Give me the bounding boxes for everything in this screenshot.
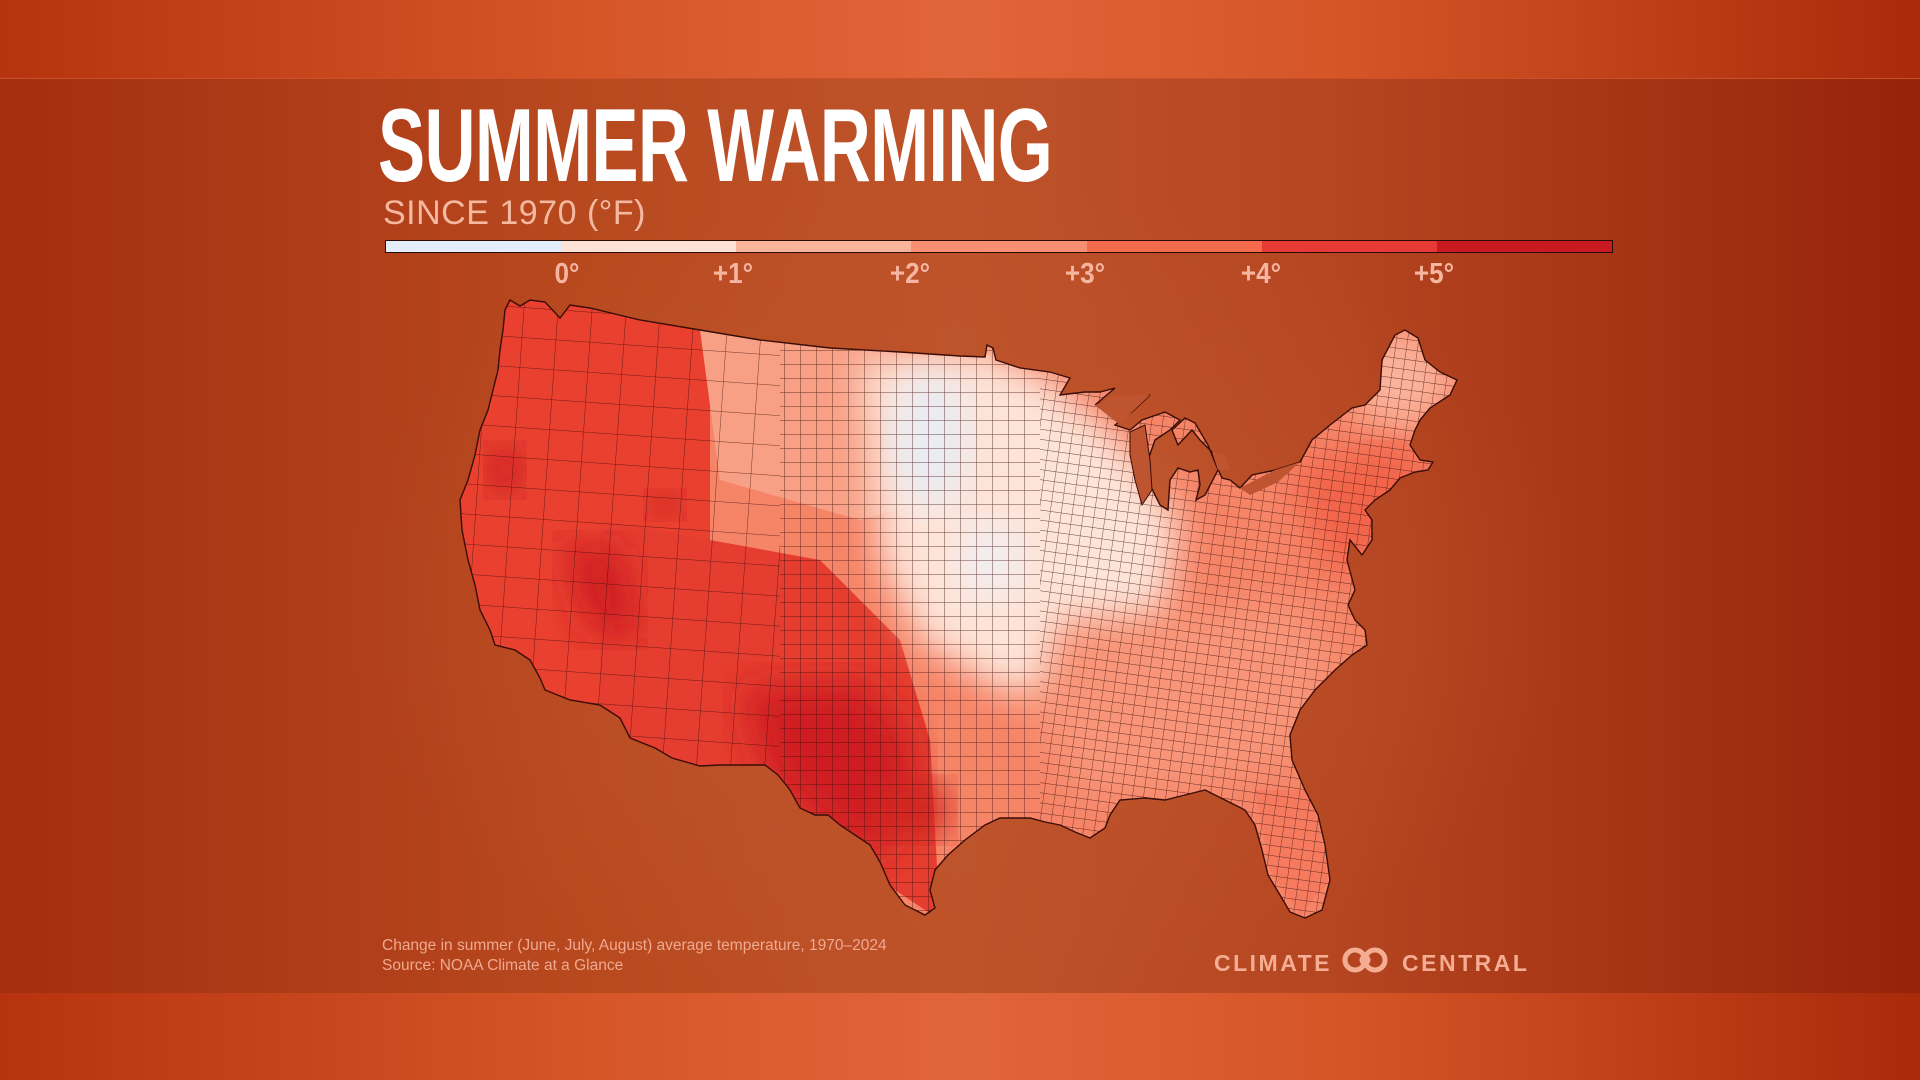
footnote: Change in summer (June, July, August) av… (382, 936, 887, 976)
legend-bin-0-1 (561, 241, 737, 252)
source-text: Source: NOAA Climate at a Glance (382, 957, 624, 974)
color-legend (385, 240, 1613, 253)
linked-circles-icon (1340, 947, 1390, 979)
legend-bin-4-5 (1261, 241, 1437, 252)
legend-tick: +4° (1240, 258, 1282, 290)
legend-bin-above-5 (1436, 241, 1612, 252)
lake-huron-bay (1212, 452, 1230, 470)
top-band (0, 0, 1920, 79)
legend-tick: +2° (889, 258, 931, 290)
legend-bin-below-0 (386, 241, 562, 252)
lake-erie (1240, 462, 1300, 495)
legend-bin-1-2 (736, 241, 912, 252)
map-fill (460, 300, 1457, 918)
bottom-band (0, 993, 1920, 1080)
brand-word-left: CLIMATE (1214, 949, 1333, 976)
lake-superior (1095, 395, 1150, 425)
legend-bin-2-3 (911, 241, 1087, 252)
page-title: SUMMER WARMING (378, 88, 1053, 204)
legend-tick: +1° (712, 258, 754, 290)
legend-tick: 0° (554, 258, 580, 290)
caption-text: Change in summer (June, July, August) av… (382, 937, 887, 954)
legend-tick: +3° (1064, 258, 1106, 290)
legend-bin-3-4 (1086, 241, 1262, 252)
lake-michigan (1129, 424, 1153, 507)
climate-central-logo: CLIMATE CENTRAL (1214, 947, 1530, 979)
brand-word-right: CENTRAL (1402, 949, 1530, 976)
legend-tick: +5° (1413, 258, 1455, 290)
legend-tick-labels: 0° +1° +2° +3° +4° +5° (0, 258, 1920, 298)
page-subtitle: SINCE 1970 (°F) (383, 194, 646, 232)
